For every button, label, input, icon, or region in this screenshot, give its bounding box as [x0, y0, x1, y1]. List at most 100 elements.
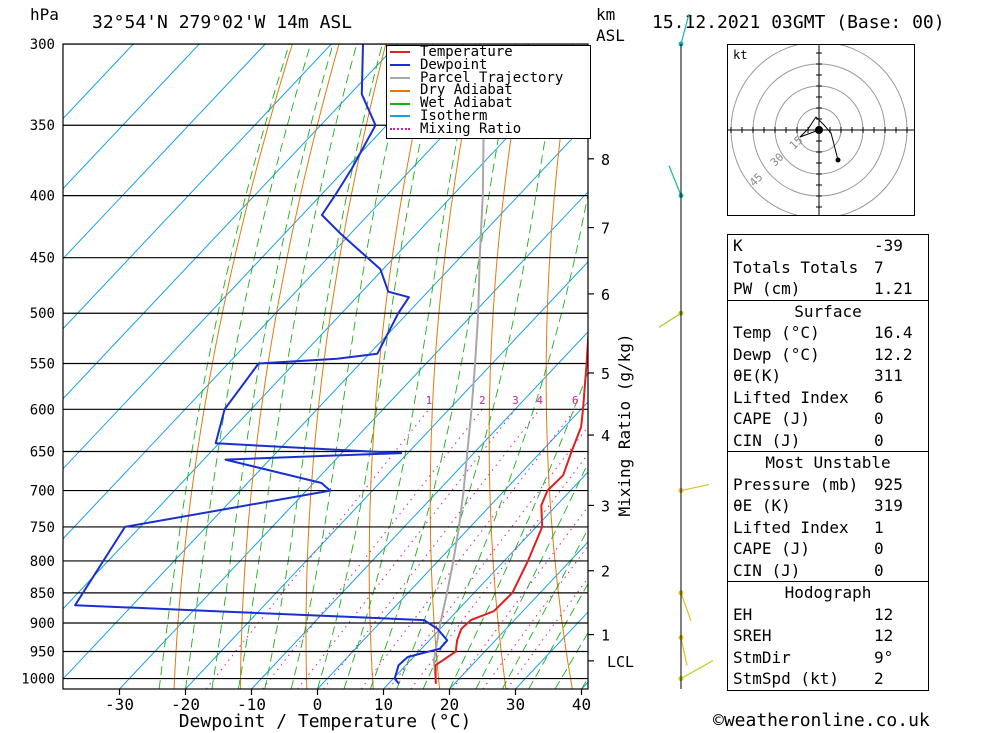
surface-label: CAPE (J) — [733, 409, 811, 428]
height-tick-label: 2 — [601, 563, 610, 581]
legend-label: Parcel Trajectory — [420, 69, 564, 86]
x-tick-label: -20 — [171, 695, 200, 714]
hodograph-units: kt — [733, 48, 747, 62]
pressure-tick-label: 300 — [30, 37, 55, 53]
pressure-tick-label: 700 — [30, 484, 55, 500]
pressure-tick-label: 450 — [30, 251, 55, 267]
surface-value: 311 — [874, 366, 903, 385]
datetime: 15.12.2021 03GMT (Base: 00) — [652, 12, 945, 33]
legend-swatch — [390, 64, 410, 67]
hodograph-ring-label: 45 — [747, 171, 766, 190]
hodograph-label: StmDir — [733, 647, 791, 667]
most-unstable-row: CIN (J) 0 — [728, 560, 928, 582]
pressure-tick-label: 800 — [30, 554, 55, 570]
hodograph-row: EH 12 — [728, 604, 928, 626]
most-unstable-row: CAPE (J) 0 — [728, 538, 928, 560]
hodograph-value: 9° — [874, 647, 894, 667]
pressure-tick-label: 750 — [30, 520, 55, 536]
legend-label: Isotherm — [420, 107, 488, 124]
dry-adiabat-line — [994, 44, 1000, 689]
dry-adiabat-line — [947, 44, 1000, 689]
height-tick-label: LCL — [607, 653, 634, 671]
height-tick-label: 5 — [601, 365, 610, 383]
asl-label: ASL — [596, 26, 625, 45]
surface-row: CAPE (J) 0 — [728, 408, 928, 430]
mixing-ratio-label: 8 — [598, 394, 605, 407]
mixing-ratio-axis-title: Mixing Ratio (g/kg) — [615, 333, 634, 516]
index-row: K -39 — [728, 235, 928, 257]
mixing-ratio-label: 20 — [683, 394, 696, 407]
legend-label: Dry Adiabat — [420, 82, 513, 99]
wind-barb — [680, 592, 692, 622]
dry-adiabat-line — [545, 44, 574, 689]
index-value: 7 — [874, 257, 884, 277]
most-unstable-value: 1 — [874, 517, 884, 537]
index-label: K — [733, 236, 743, 255]
mixing-ratio-label: 6 — [572, 394, 579, 407]
height-tick-label: 7 — [601, 220, 610, 238]
mixing-ratio-label: 1 — [426, 394, 433, 407]
pressure-tick-label: 900 — [30, 616, 55, 632]
wet-adiabat-line — [317, 44, 442, 689]
pressure-tick-label: 400 — [30, 189, 55, 205]
dry-adiabat-line — [488, 44, 527, 689]
wind-barb — [680, 483, 710, 492]
height-tick-label: 6 — [601, 286, 610, 304]
hodograph-end-point — [835, 157, 841, 163]
height-tick-label: 8 — [601, 151, 610, 169]
legend-swatch — [390, 76, 410, 79]
isotherm-line — [63, 44, 398, 400]
mixing-ratio-line — [410, 453, 588, 689]
isotherm-line — [63, 44, 200, 190]
temperature-profile — [434, 324, 588, 684]
wet-adiabat-line — [369, 44, 516, 689]
most-unstable-label: θE (K) — [733, 496, 791, 515]
hodograph-trace — [799, 116, 839, 161]
pressure-tick-label: 850 — [30, 586, 55, 602]
hodograph-label: StmSpd (kt) — [733, 669, 839, 688]
hodograph-ring-label: 30 — [768, 151, 787, 170]
wet-adiabat-line — [290, 44, 411, 689]
hodograph-title: Hodograph — [784, 583, 872, 602]
km-label: km — [596, 5, 616, 24]
wind-barb — [658, 312, 682, 328]
most-unstable-value: 0 — [874, 560, 884, 580]
isotherm-line — [119, 191, 588, 689]
surface-value: 0 — [874, 409, 884, 428]
hodograph-label: EH — [733, 604, 753, 624]
legend-item: Mixing Ratio — [387, 122, 590, 136]
surface-label: Dewp (°C) — [733, 344, 820, 364]
legend-item: Dewpoint — [387, 58, 590, 72]
isotherm-line — [383, 471, 588, 689]
isotherm-line — [63, 44, 134, 120]
indices-panel: K -39 Totals Totals 7 PW (cm) 1.21 Surface Te… — [727, 234, 929, 691]
most-unstable-row: Lifted Index 1 — [728, 517, 928, 539]
index-label: Totals Totals — [733, 257, 859, 277]
mixing-ratio-label: 25 — [706, 394, 719, 407]
hodograph-row: StmDir 9° — [728, 647, 928, 669]
index-value: -39 — [874, 236, 903, 255]
wet-adiabat-line — [237, 44, 358, 689]
wet-adiabat-line — [185, 44, 312, 689]
hodograph-label: SREH — [733, 626, 772, 645]
surface-label: θE(K) — [733, 366, 782, 385]
isotherm-line — [449, 541, 588, 689]
wind-barb — [680, 660, 714, 680]
most-unstable-label: CAPE (J) — [733, 539, 811, 558]
wet-adiabat-line — [264, 44, 383, 689]
hodograph-value: 2 — [874, 669, 884, 688]
pressure-tick-label: 500 — [30, 306, 55, 322]
x-tick-label: 30 — [506, 695, 525, 714]
legend-swatch — [390, 89, 410, 92]
legend: Temperature Dewpoint Parcel Trajectory Dry … — [386, 45, 591, 139]
legend-swatch — [390, 51, 410, 54]
pressure-tick-label: 650 — [30, 445, 55, 461]
isotherm-line — [63, 51, 588, 610]
isotherm-line — [63, 44, 332, 330]
wind-barb — [680, 637, 688, 666]
index-row: Totals Totals 7 — [728, 257, 928, 279]
legend-item: Isotherm — [387, 107, 590, 124]
mixing-ratio-label: 3 — [512, 394, 519, 407]
